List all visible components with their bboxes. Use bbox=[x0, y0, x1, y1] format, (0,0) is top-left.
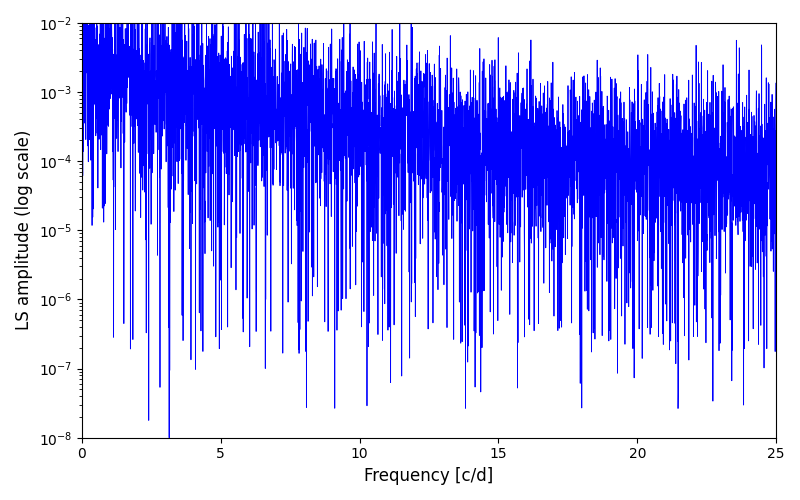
X-axis label: Frequency [c/d]: Frequency [c/d] bbox=[364, 467, 494, 485]
Y-axis label: LS amplitude (log scale): LS amplitude (log scale) bbox=[15, 130, 33, 330]
